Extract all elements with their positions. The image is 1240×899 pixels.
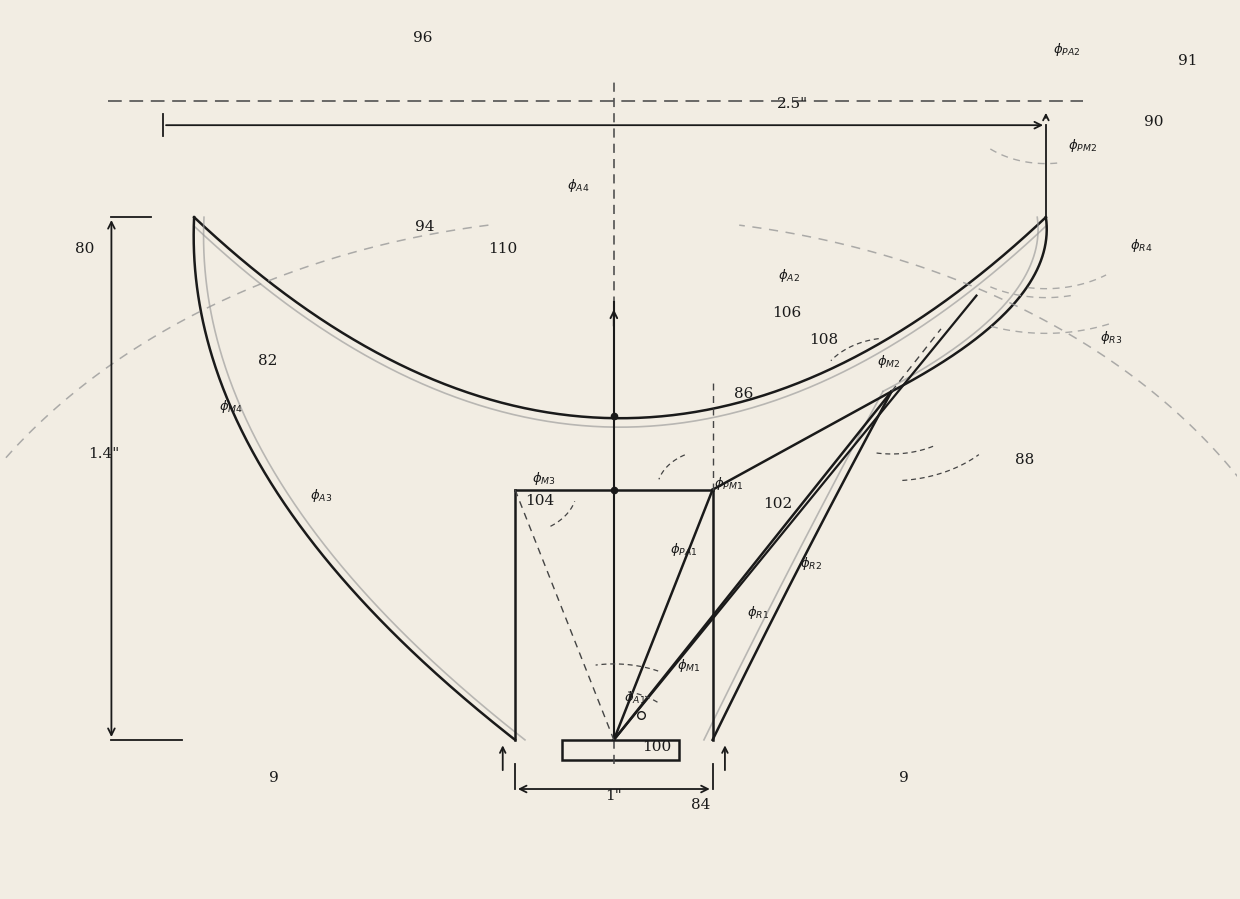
Text: 100: 100 [642, 741, 672, 754]
Text: $\phi_{A1}$: $\phi_{A1}$ [624, 690, 646, 707]
Text: $\phi_{A2}$: $\phi_{A2}$ [779, 267, 800, 284]
Text: $\phi_{R2}$: $\phi_{R2}$ [800, 556, 822, 573]
Text: $\phi_{A3}$: $\phi_{A3}$ [310, 487, 332, 504]
Text: 1": 1" [605, 788, 622, 803]
Text: $\phi_{PM2}$: $\phi_{PM2}$ [1069, 138, 1097, 155]
Text: $\phi_{M1}$: $\phi_{M1}$ [677, 657, 701, 674]
Text: 94: 94 [415, 219, 435, 234]
Text: $\phi_{M4}$: $\phi_{M4}$ [219, 398, 243, 415]
Text: $\phi_{PA1}$: $\phi_{PA1}$ [671, 541, 698, 558]
Text: 91: 91 [1178, 54, 1198, 68]
Text: $\phi_{A4}$: $\phi_{A4}$ [567, 177, 589, 194]
Text: 110: 110 [489, 242, 517, 256]
Text: 84: 84 [691, 797, 711, 812]
Text: 2.5": 2.5" [777, 97, 808, 111]
Text: 96: 96 [413, 31, 433, 45]
Text: 1.4": 1.4" [88, 448, 119, 461]
Text: 9: 9 [899, 770, 909, 785]
Text: 106: 106 [773, 307, 801, 320]
Text: 9: 9 [269, 770, 279, 785]
Bar [562, 740, 680, 760]
Text: $\phi_{PA2}$: $\phi_{PA2}$ [1053, 40, 1081, 58]
Text: $\phi_{M2}$: $\phi_{M2}$ [877, 353, 901, 370]
Text: 82: 82 [258, 353, 278, 368]
Text: 102: 102 [764, 496, 792, 511]
Text: $\phi_{R4}$: $\phi_{R4}$ [1130, 237, 1152, 254]
Text: 88: 88 [1016, 453, 1034, 467]
Text: $\phi_{R3}$: $\phi_{R3}$ [1100, 329, 1122, 346]
Text: 104: 104 [525, 494, 554, 508]
Text: 108: 108 [810, 333, 838, 347]
Text: 80: 80 [74, 242, 94, 256]
Text: 90: 90 [1143, 115, 1163, 129]
Text: $\phi_{R1}$: $\phi_{R1}$ [748, 603, 769, 620]
Text: $\phi_{M3}$: $\phi_{M3}$ [532, 469, 556, 486]
Text: 86: 86 [734, 387, 753, 401]
Text: $\phi_{PM1}$: $\phi_{PM1}$ [714, 475, 743, 492]
